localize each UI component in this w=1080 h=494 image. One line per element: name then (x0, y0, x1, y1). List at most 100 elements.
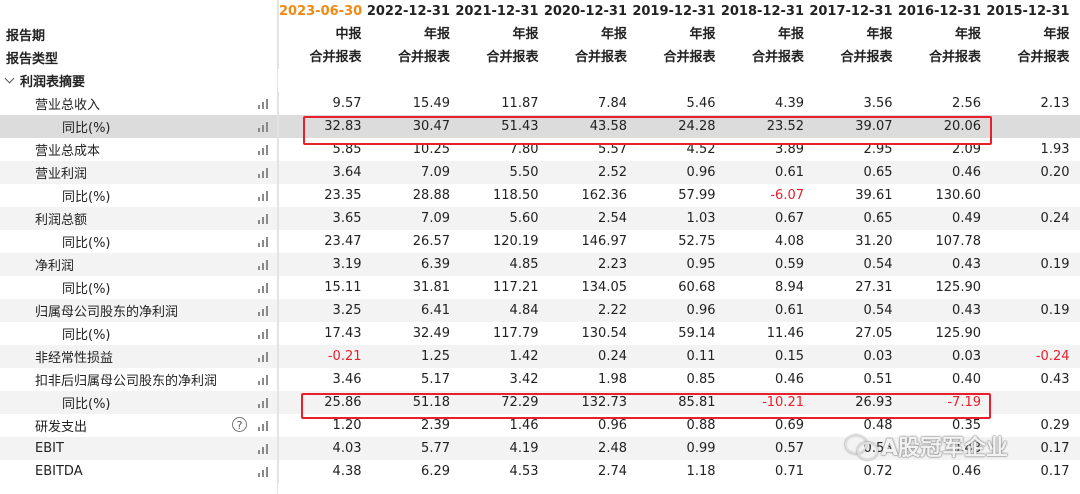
value-cell: 1.25 (421, 349, 450, 364)
table-row[interactable]: 同比(%) 32.83 30.47 51.43 43.58 24.28 23.52 39.07… (0, 115, 1080, 138)
header-type-cell: 合并报表 (663, 50, 716, 65)
section-header[interactable]: 利润表摘要 (0, 69, 1080, 92)
section-toggle[interactable]: 利润表摘要 (0, 69, 246, 92)
table-row[interactable]: 非经常性损益 -0.21 1.25 1.42 0.24 0.11 0.15 0.03 0.03-… (0, 345, 1080, 368)
value-cell: 0.57 (775, 441, 804, 456)
table-row[interactable]: 营业利润 3.64 7.09 5.50 2.52 0.96 0.61 0.65 0.46 0.20 (0, 161, 1080, 184)
value-cell: 27.31 (855, 280, 893, 295)
value-cell: 0.43 (1040, 372, 1070, 387)
value-cell (986, 184, 1075, 207)
value-cell: -7.19 (947, 395, 981, 410)
value-cell: 1.18 (686, 464, 716, 479)
value-cell: 3.56 (863, 96, 893, 111)
bar-chart-icon[interactable] (258, 98, 270, 109)
row-values: 9.57 15.49 11.87 7.84 5.46 4.39 3.56 2.56 2.13 (278, 92, 1075, 115)
value-cell: 4.52 (686, 142, 716, 157)
bar-chart-icon[interactable] (258, 328, 270, 339)
value-cell: 0.59 (775, 257, 804, 272)
header-type-cell: 合并报表 (840, 50, 893, 65)
header-type-cell: 合并报表 (278, 46, 367, 69)
bar-chart-icon[interactable] (258, 466, 270, 477)
value-cell: 0.24 (1040, 211, 1070, 226)
row-values: 23.47 26.57 120.19 146.97 52.75 4.08 31.20 107.… (278, 230, 1075, 253)
value-cell: 3.46 (278, 368, 367, 391)
table-row[interactable]: 营业总成本 5.85 10.25 7.80 5.57 4.52 3.89 2.95 2.09 1.… (0, 138, 1080, 161)
value-cell: 26.57 (412, 234, 450, 249)
value-cell: 0.88 (686, 418, 716, 433)
header-periods: 中报 年报 年报 年报 年报 年报 年报 年报 年报 (278, 23, 1075, 46)
value-cell: 0.96 (686, 303, 716, 318)
table-row[interactable]: 净利润 3.19 6.39 4.85 2.23 0.95 0.59 0.54 0.43 0.19 (0, 253, 1080, 276)
value-cell: 0.67 (775, 211, 804, 226)
table-row[interactable]: 同比(%) 23.47 26.57 120.19 146.97 52.75 4.08 31.2… (0, 230, 1080, 253)
value-cell (986, 276, 1075, 299)
table-row[interactable]: 扣非后归属母公司股东的净利润 3.46 5.17 3.42 1.98 0.85 0.46 0.… (0, 368, 1080, 391)
row-label: 同比(%) (62, 121, 111, 136)
value-cell: 5.50 (509, 165, 539, 180)
bar-chart-icon[interactable] (258, 190, 270, 201)
header-dates: 2023-06-30 2022-12-31 2021-12-31 2020-12-31… (278, 0, 1075, 23)
table-row[interactable]: 同比(%) 17.43 32.49 117.79 130.54 59.14 11.46 27.… (0, 322, 1080, 345)
header-type-row: 报告类型 合并报表 合并报表 合并报表 合并报表 合并报表 合并报表 合并报表 合并报表 合并报… (0, 46, 1080, 69)
value-cell: 4.84 (509, 303, 539, 318)
value-cell: 51.43 (501, 119, 539, 134)
value-cell: 31.81 (412, 280, 450, 295)
header-date-cell: 2019-12-31 (632, 4, 716, 19)
table-row[interactable]: EBIT 4.03 5.77 4.19 2.48 0.99 0.57 0.55 0.48 0.17 (0, 437, 1080, 460)
bar-chart-icon[interactable] (258, 282, 270, 293)
value-cell: 118.50 (493, 188, 539, 203)
help-icon[interactable]: ? (232, 417, 247, 432)
value-cell: 0.17 (1040, 441, 1070, 456)
value-cell: 1.20 (278, 414, 367, 437)
header-type-cell: 合并报表 (751, 50, 804, 65)
value-cell: 2.56 (952, 96, 981, 111)
table-row[interactable]: 同比(%) 25.86 51.18 72.29 132.73 85.81 -10.21 26.… (0, 391, 1080, 414)
table-row[interactable]: 营业总收入 9.57 15.49 11.87 7.84 5.46 4.39 3.56 2.56 2… (0, 92, 1080, 115)
bar-chart-icon[interactable] (258, 420, 270, 431)
table-row[interactable]: 归属母公司股东的净利润 3.25 6.41 4.84 2.22 0.96 0.61 0.54 0… (0, 299, 1080, 322)
bar-chart-icon[interactable] (258, 443, 270, 454)
value-cell: 4.53 (509, 464, 539, 479)
value-cell (986, 391, 1075, 414)
value-cell (986, 115, 1075, 138)
value-cell: 0.17 (1040, 464, 1070, 479)
header-date-cell: 2018-12-31 (720, 4, 804, 19)
value-cell: 51.18 (412, 395, 450, 410)
table-row[interactable]: 研发支出? 1.20 2.39 1.46 0.96 0.88 0.69 0.48 0.35 0.2… (0, 414, 1080, 437)
row-label: 营业利润 (35, 167, 88, 182)
value-cell: 0.48 (952, 441, 981, 456)
bar-chart-icon[interactable] (258, 167, 270, 178)
header-type-cell: 合并报表 (397, 50, 450, 65)
bar-chart-icon[interactable] (258, 236, 270, 247)
bar-chart-icon[interactable] (258, 213, 270, 224)
table-row[interactable]: 利润总额 3.65 7.09 5.60 2.54 1.03 0.67 0.65 0.49 0.24 (0, 207, 1080, 230)
row-values: 15.11 31.81 117.21 134.05 60.68 8.94 27.31 125.… (278, 276, 1075, 299)
bar-chart-icon[interactable] (258, 374, 270, 385)
value-cell: 5.57 (598, 142, 627, 157)
table-row[interactable]: EBITDA 4.38 6.29 4.53 2.74 1.18 0.71 0.72 0.46 0.… (0, 460, 1080, 483)
value-cell: 130.54 (581, 326, 628, 341)
row-label: EBIT (35, 441, 64, 456)
value-cell: 0.51 (863, 372, 893, 387)
value-cell: 10.25 (412, 142, 450, 157)
highlight-box-revenue-yoy (303, 116, 992, 145)
bar-chart-icon[interactable] (258, 397, 270, 408)
value-cell: 0.43 (952, 257, 981, 272)
value-cell: 0.46 (952, 165, 981, 180)
value-cell: 0.72 (863, 464, 893, 479)
bar-chart-icon[interactable] (258, 121, 270, 132)
row-values: 23.35 28.88 118.50 162.36 57.99 -6.07 39.61 130… (278, 184, 1075, 207)
table-row[interactable]: 同比(%) 23.35 28.88 118.50 162.36 57.99 -6.07 39.… (0, 184, 1080, 207)
bar-chart-icon[interactable] (258, 144, 270, 155)
bar-chart-icon[interactable] (258, 351, 270, 362)
bar-chart-icon[interactable] (258, 259, 270, 270)
value-cell: 132.73 (581, 395, 628, 410)
value-cell: 11.87 (501, 96, 539, 111)
row-label: 同比(%) (62, 328, 111, 343)
value-cell: 57.99 (678, 188, 716, 203)
value-cell: 52.75 (678, 234, 716, 249)
value-cell: 2.39 (421, 418, 450, 433)
table-row[interactable]: 同比(%) 15.11 31.81 117.21 134.05 60.68 8.94 27.3… (0, 276, 1080, 299)
value-cell: 5.60 (509, 211, 539, 226)
bar-chart-icon[interactable] (258, 305, 270, 316)
